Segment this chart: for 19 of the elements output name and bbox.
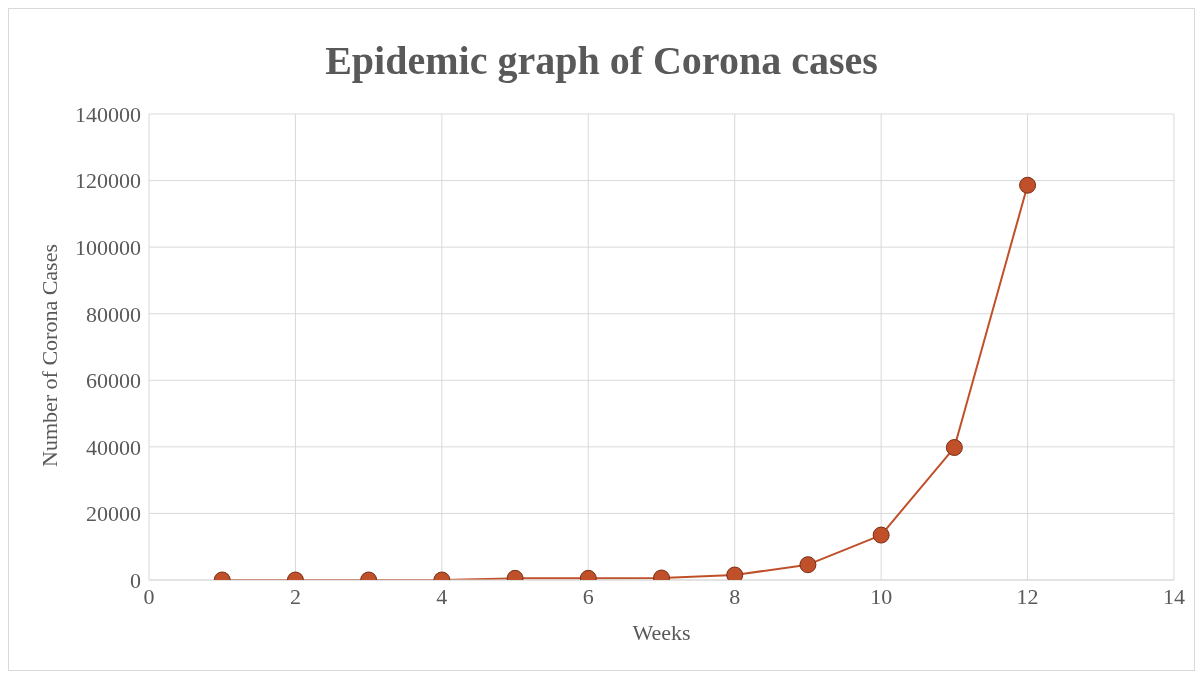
y-tick-label: 60000: [86, 368, 141, 394]
y-tick-label: 40000: [86, 434, 141, 460]
chart-title: Epidemic graph of Corona cases: [324, 37, 879, 84]
y-tick-label: 0: [130, 567, 141, 593]
y-tick-label: 20000: [86, 501, 141, 527]
y-axis-title: Number of Corona Cases: [36, 243, 62, 467]
x-tick-label: 8: [729, 583, 741, 609]
x-tick-label: 6: [582, 583, 594, 609]
y-tick-label: 80000: [86, 301, 141, 327]
x-tick-label: 4: [436, 583, 448, 609]
point: [1019, 176, 1037, 194]
y-tick-label: 100000: [75, 234, 141, 260]
x-tick-label: 10: [870, 583, 893, 609]
x-tick-label: 12: [1016, 583, 1039, 609]
x-tick-label: 2: [289, 583, 301, 609]
y-tick-label: 120000: [75, 168, 141, 194]
x-tick-label: 14: [1163, 583, 1185, 609]
x-axis-title: Weeks: [632, 620, 691, 645]
y-tick-label: 140000: [75, 101, 141, 127]
